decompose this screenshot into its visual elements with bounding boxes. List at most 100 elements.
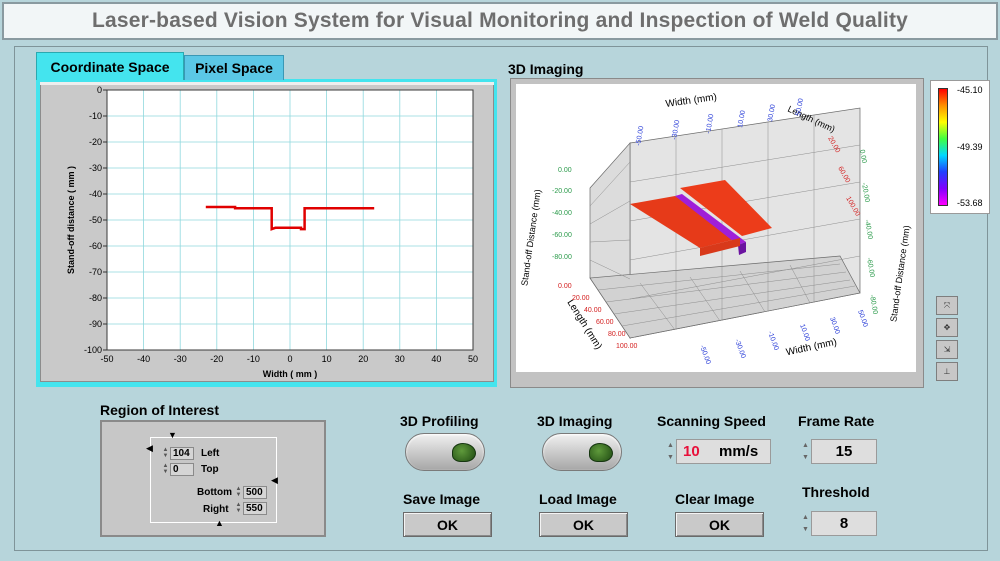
- scanning-speed-label: Scanning Speed: [657, 413, 766, 429]
- y-tick-label: -90: [89, 319, 102, 329]
- length-tick: 80.00: [608, 331, 626, 338]
- length-tick: 60.00: [596, 319, 614, 326]
- top-spinner-icon[interactable]: ▲ ▼: [162, 463, 169, 475]
- y-tick-label: -100: [84, 345, 102, 355]
- y-tick-label: -20: [89, 137, 102, 147]
- save-image-button[interactable]: OK: [403, 512, 492, 537]
- x-tick-label: -30: [174, 354, 187, 364]
- x-tick-label: 50: [468, 354, 478, 364]
- roi-bottom-label: Bottom: [197, 487, 232, 498]
- frame-rate-label: Frame Rate: [798, 413, 875, 429]
- roi-panel: [100, 420, 326, 537]
- x-tick-label: 0: [287, 354, 292, 364]
- scanning-speed-value: 10: [683, 443, 700, 460]
- standoff-tick: -60.00: [552, 232, 572, 239]
- standoff-tick: -20.00: [860, 182, 870, 203]
- roi-top-label: Top: [201, 464, 219, 475]
- width-tick: 10.00: [737, 110, 747, 129]
- roi-top-input[interactable]: 0: [170, 463, 194, 476]
- tab-pixel-space[interactable]: Pixel Space: [184, 55, 284, 80]
- roi-bottom-arrow-icon[interactable]: ▲: [215, 518, 224, 528]
- y-tick-label: -60: [89, 241, 102, 251]
- imaging-grid: [589, 115, 861, 331]
- threshold-label: Threshold: [802, 484, 870, 500]
- rotate-xyz-icon[interactable]: ⤧: [936, 296, 958, 315]
- roi-left-input[interactable]: 104: [170, 447, 194, 460]
- x-axis-ticks: -50 -40 -30 -20 -10 0 10 20 30 40 50: [100, 354, 478, 364]
- x-tick-label: 40: [431, 354, 441, 364]
- title-bar: Laser-based Vision System for Visual Mon…: [2, 2, 998, 40]
- profiling-toggle[interactable]: [405, 433, 485, 471]
- frame-rate-input[interactable]: 15: [811, 439, 877, 464]
- roi-right-label: Right: [203, 504, 229, 515]
- clear-image-label: Clear Image: [675, 491, 755, 507]
- weld-surface-left: [630, 196, 740, 248]
- reset-view-icon[interactable]: ⊥: [936, 362, 958, 381]
- standoff-tick: 0.00: [558, 167, 572, 174]
- load-image-button[interactable]: OK: [539, 512, 628, 537]
- roi-left-arrow-icon[interactable]: ◀: [146, 443, 153, 453]
- scanning-speed-input[interactable]: 10 mm/s: [676, 439, 771, 464]
- threshold-spinner-icon[interactable]: ▲ ▼: [802, 514, 809, 533]
- color-ramp: [938, 88, 948, 206]
- tab-coordinate-space[interactable]: Coordinate Space: [36, 52, 184, 80]
- width-tick: -50.00: [635, 125, 645, 146]
- profile-series-line: [205, 205, 375, 231]
- standoff-tick: -40.00: [863, 219, 873, 240]
- x-tick-label: -40: [137, 354, 150, 364]
- zoom-axis-icon[interactable]: ⇲: [936, 340, 958, 359]
- standoff-tick: -40.00: [552, 210, 572, 217]
- bottom-spinner-icon[interactable]: ▲ ▼: [235, 486, 242, 498]
- clear-image-button[interactable]: OK: [675, 512, 764, 537]
- length-tick: 100.00: [616, 343, 638, 350]
- floor: [589, 255, 861, 339]
- x-tick-label: -10: [247, 354, 260, 364]
- legend-max: -45.10: [957, 85, 983, 95]
- panel-highlight: [40, 82, 494, 85]
- x-tick-label: -20: [210, 354, 223, 364]
- legend-min: -53.68: [957, 198, 983, 208]
- y-tick-label: -30: [89, 163, 102, 173]
- x-tick-label: 10: [322, 354, 332, 364]
- x-axis-label: Width ( mm ): [263, 369, 317, 379]
- width-tick: -10.00: [705, 113, 715, 134]
- main-frame: [14, 46, 988, 551]
- pan-axis-icon[interactable]: ✥: [936, 318, 958, 337]
- roi-right-input[interactable]: 550: [243, 502, 267, 515]
- y-tick-label: -40: [89, 189, 102, 199]
- color-legend: -45.10 -49.39 -53.68: [930, 80, 990, 214]
- x-tick-label: -50: [100, 354, 113, 364]
- legend-mid: -49.39: [957, 142, 983, 152]
- profiling-led-icon: [452, 443, 476, 462]
- threshold-input[interactable]: 8: [811, 511, 877, 536]
- save-image-label: Save Image: [403, 491, 481, 507]
- y-tick-label: 0: [97, 85, 102, 95]
- standoff-tick: 0.00: [858, 149, 867, 164]
- right-spinner-icon[interactable]: ▲ ▼: [235, 502, 242, 514]
- standoff-tick: -20.00: [552, 188, 572, 195]
- x-tick-label: 30: [395, 354, 405, 364]
- frame-rate-spinner-icon[interactable]: ▲ ▼: [802, 442, 809, 461]
- standoff-tick: -80.00: [552, 254, 572, 261]
- profiling-label: 3D Profiling: [400, 413, 479, 429]
- roi-right-arrow-icon[interactable]: ◀: [271, 475, 278, 485]
- roi-top-arrow-icon[interactable]: ▼: [168, 430, 177, 440]
- speed-spinner-icon[interactable]: ▲ ▼: [667, 442, 674, 461]
- roi-bottom-input[interactable]: 500: [243, 486, 267, 499]
- standoff-tick: -80.00: [868, 294, 878, 315]
- weld-front-face: [700, 238, 740, 256]
- imaging-toggle[interactable]: [542, 433, 622, 471]
- roi-frame: [150, 437, 277, 523]
- standoff-ticks: 0.00 -20.00 -40.00 -60.00 -80.00 0.00 -2…: [552, 149, 878, 315]
- app-title: Laser-based Vision System for Visual Mon…: [91, 9, 909, 32]
- y-axis-label: Stand-off distance ( mm ): [66, 166, 76, 274]
- imaging-3d-plot: Width (mm) Length (mm) Stand-off Distanc…: [516, 84, 916, 372]
- y-tick-label: -80: [89, 293, 102, 303]
- imaging-led-icon: [589, 443, 613, 462]
- left-spinner-icon[interactable]: ▲ ▼: [162, 447, 169, 459]
- weld-surface-right: [680, 180, 772, 236]
- width-tick: -30.00: [671, 119, 681, 140]
- standoff-tick: -60.00: [865, 257, 875, 278]
- width-tick: 50.00: [795, 98, 805, 117]
